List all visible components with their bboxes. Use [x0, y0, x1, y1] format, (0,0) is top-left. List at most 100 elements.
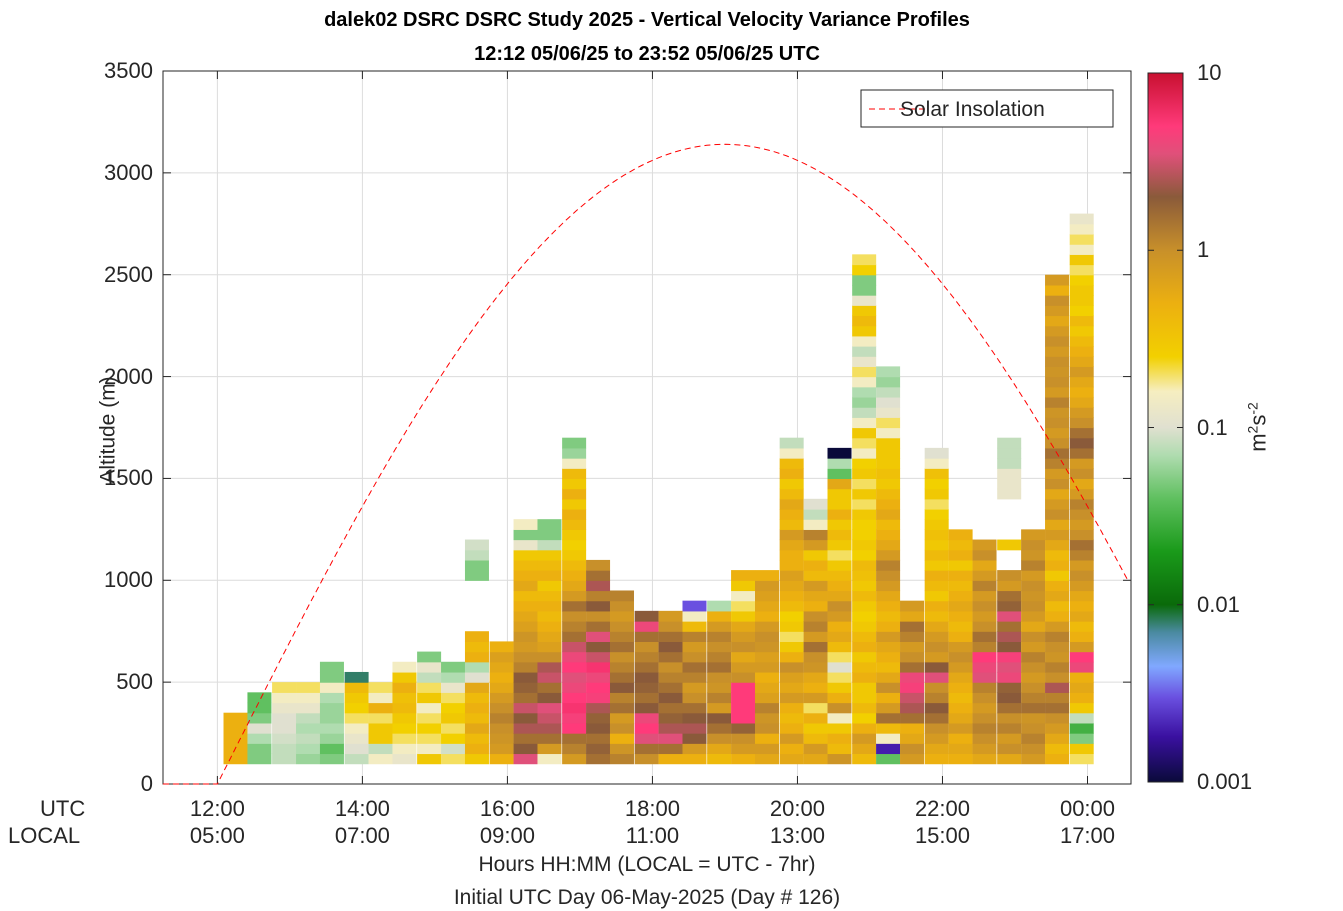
variance-cell — [876, 743, 901, 755]
variance-cell — [1069, 733, 1094, 744]
variance-cell — [319, 661, 344, 673]
variance-cell — [1069, 600, 1094, 612]
variance-cell — [827, 590, 852, 602]
variance-cell — [368, 702, 393, 714]
variance-cell — [537, 743, 562, 755]
variance-cell — [658, 692, 683, 704]
variance-cell — [997, 722, 1022, 734]
variance-cell — [876, 651, 901, 663]
variance-cell — [658, 743, 683, 755]
variance-cell — [827, 570, 852, 581]
variance-cell — [707, 621, 732, 632]
variance-cell — [1069, 356, 1094, 367]
variance-cell — [441, 702, 466, 714]
variance-cell — [997, 580, 1022, 592]
variance-cell — [731, 722, 756, 734]
variance-cell — [1069, 692, 1094, 704]
variance-cell — [1021, 631, 1046, 642]
variance-cell — [1021, 682, 1046, 693]
variance-cell — [755, 641, 780, 653]
variance-cell — [779, 549, 804, 561]
variance-cell — [609, 702, 634, 714]
variance-cell — [392, 743, 417, 755]
variance-cell — [609, 631, 634, 642]
variance-cell — [1045, 295, 1070, 306]
variance-cell — [1069, 346, 1094, 357]
variance-cell — [948, 600, 973, 612]
variance-cell — [972, 651, 997, 663]
variance-cell — [1069, 335, 1094, 347]
variance-cell — [876, 631, 901, 642]
variance-cell — [803, 580, 828, 592]
variance-cell — [972, 661, 997, 673]
variance-cell — [972, 621, 997, 632]
variance-cell — [852, 580, 877, 592]
variance-cell — [464, 702, 489, 714]
variance-cell — [537, 539, 562, 551]
variance-cell — [707, 651, 732, 663]
variance-cell — [417, 722, 442, 734]
variance-cell — [1069, 488, 1094, 500]
variance-cell — [489, 671, 514, 683]
variance-cell — [562, 570, 587, 581]
variance-cell — [876, 682, 901, 693]
variance-cell — [682, 621, 707, 632]
variance-cell — [876, 498, 901, 510]
variance-cell — [344, 712, 369, 724]
variance-cell — [586, 631, 611, 642]
x-tick-label-utc: 18:00 — [624, 796, 680, 821]
variance-cell — [803, 671, 828, 683]
variance-cell — [924, 570, 949, 581]
variance-cell — [272, 702, 297, 714]
variance-cell — [1045, 488, 1070, 500]
y-tick-label: 2500 — [104, 261, 153, 287]
variance-cell — [368, 722, 393, 734]
variance-cell — [900, 743, 925, 755]
variance-cell — [441, 692, 466, 704]
variance-cell — [827, 671, 852, 683]
variance-cell — [707, 712, 732, 724]
variance-cell — [1069, 753, 1094, 765]
variance-cell — [319, 671, 344, 683]
variance-cell — [513, 733, 538, 744]
variance-cell — [1069, 519, 1094, 530]
variance-cell — [1021, 641, 1046, 653]
variance-cell — [1069, 702, 1094, 714]
variance-cell — [755, 651, 780, 663]
variance-cell — [562, 458, 587, 469]
variance-cell — [876, 702, 901, 714]
variance-cell — [779, 498, 804, 510]
variance-cell — [272, 682, 297, 693]
variance-cell — [368, 692, 393, 704]
variance-cell — [586, 570, 611, 581]
variance-cell — [682, 600, 707, 612]
variance-cell — [948, 621, 973, 632]
variance-cell — [464, 682, 489, 693]
variance-cell — [876, 539, 901, 551]
variance-cell — [1021, 559, 1046, 571]
variance-cell — [1069, 386, 1094, 398]
variance-cell — [924, 488, 949, 500]
variance-cell — [562, 722, 587, 734]
variance-cell — [852, 590, 877, 602]
variance-cell — [876, 733, 901, 744]
variance-cell — [368, 682, 393, 693]
variance-cell — [948, 651, 973, 663]
variance-cell — [1021, 671, 1046, 683]
variance-cell — [1045, 651, 1070, 663]
variance-cell — [852, 427, 877, 439]
variance-cell — [513, 702, 538, 714]
variance-cell — [1069, 417, 1094, 429]
variance-cell — [513, 559, 538, 571]
variance-cell — [827, 722, 852, 734]
variance-cell — [562, 733, 587, 744]
variance-cell — [441, 661, 466, 673]
variance-cell — [537, 671, 562, 683]
variance-cell — [1045, 437, 1070, 449]
variance-cell — [707, 722, 732, 734]
variance-cell — [924, 600, 949, 612]
variance-cell — [803, 682, 828, 693]
variance-cell — [319, 722, 344, 734]
variance-cell — [900, 651, 925, 663]
variance-cell — [586, 610, 611, 622]
